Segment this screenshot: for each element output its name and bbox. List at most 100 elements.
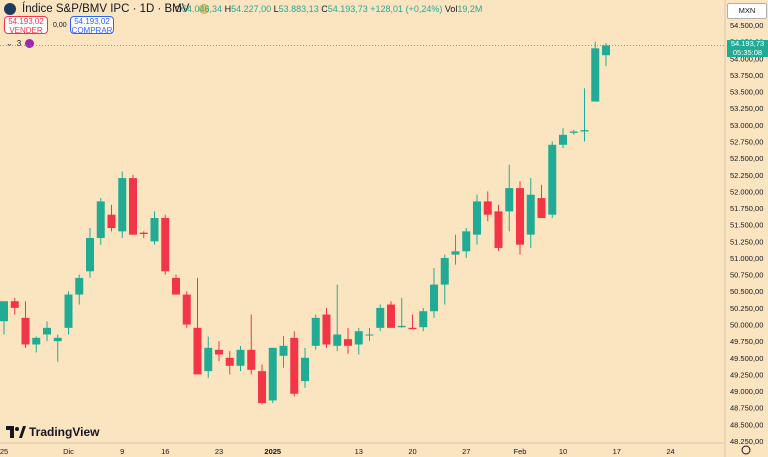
candle-body (75, 277, 84, 295)
candle (494, 204, 503, 252)
candle (505, 164, 514, 232)
candle-body (602, 45, 610, 56)
candle (290, 331, 299, 397)
candle-body (311, 317, 320, 346)
settings-icon[interactable] (741, 445, 751, 455)
indicators-toggle[interactable]: ⌄ 3 (6, 39, 35, 48)
candle (96, 198, 105, 245)
y-tick-label: 51.750,00 (730, 204, 763, 213)
candle-body (505, 188, 514, 212)
candle (451, 234, 460, 265)
market-status-icon[interactable] (199, 4, 210, 14)
candle (86, 228, 94, 278)
candle-body (451, 251, 460, 255)
candle-body (43, 327, 51, 335)
candle (161, 214, 170, 275)
candle-body (64, 294, 73, 328)
y-tick-label: 52.250,00 (730, 171, 763, 180)
x-tick-label: 16 (161, 447, 169, 456)
y-tick-label: 53.000,00 (730, 121, 763, 130)
candle-body (537, 198, 546, 219)
y-tick-label: 53.750,00 (730, 71, 763, 80)
sell-button[interactable]: 54.193,02 VENDER (4, 16, 48, 34)
candle (107, 204, 116, 232)
y-tick-label: 48.750,00 (730, 404, 763, 413)
y-tick-label: 53.250,00 (730, 104, 763, 113)
candle (247, 314, 256, 375)
y-tick-label: 49.250,00 (730, 370, 763, 379)
candle (548, 141, 557, 219)
candle (569, 130, 578, 135)
candle-body (258, 371, 266, 404)
candle (430, 267, 438, 318)
y-tick-label: 51.250,00 (730, 237, 763, 246)
candle (376, 304, 385, 332)
candle-body (408, 327, 417, 330)
candle (462, 228, 471, 258)
x-tick-label: Dic (63, 447, 74, 456)
candle (64, 291, 73, 335)
buy-button[interactable]: 54.193,02 COMPRAR (70, 16, 114, 34)
symbol-title[interactable]: Índice S&P/BMV IPC · 1D · BMV (22, 3, 190, 15)
y-tick-label: 50.000,00 (730, 321, 763, 330)
y-tick-label: 49.500,00 (730, 354, 763, 363)
x-tick-label: 20 (408, 447, 416, 456)
y-tick-label: 53.500,00 (730, 88, 763, 97)
candle-body (0, 301, 8, 322)
tradingview-logo[interactable]: TradingView (6, 425, 99, 439)
sell-label: VENDER (9, 25, 43, 35)
candle-body (473, 201, 481, 235)
candle (602, 43, 610, 67)
y-tick-label: 52.500,00 (730, 154, 763, 163)
candle-body (322, 314, 331, 345)
candle (354, 327, 363, 355)
candle (516, 181, 524, 255)
candle (150, 211, 159, 245)
candle (10, 297, 19, 315)
candle (75, 274, 84, 305)
y-tick-label: 50.750,00 (730, 271, 763, 280)
chart-header: Índice S&P/BMV IPC · 1D · BMV (4, 3, 210, 15)
candle-body (139, 232, 148, 234)
candle (591, 41, 600, 102)
candle-body (172, 277, 180, 295)
indicator-count: 3 (16, 39, 22, 48)
low-value: 53.883,13 (278, 4, 319, 14)
candle (32, 336, 41, 353)
candle-body (569, 131, 578, 133)
candle-body (247, 349, 256, 370)
candle (279, 335, 288, 368)
candle-body (182, 294, 191, 325)
last-price-value: 54.193,73 (730, 39, 765, 48)
y-tick-label: 51.500,00 (730, 221, 763, 230)
candle-body (365, 334, 374, 336)
x-tick-label: 27 (462, 447, 470, 456)
y-tick-label: 48.500,00 (730, 420, 763, 429)
candle-body (193, 327, 202, 375)
candle (21, 301, 30, 348)
y-tick-label: 52.000,00 (730, 187, 763, 196)
tradingview-icon (6, 426, 26, 438)
candle-body (301, 357, 309, 382)
candle-body (86, 237, 94, 272)
candle (139, 231, 148, 238)
candle-body (354, 331, 363, 345)
candle (182, 291, 191, 328)
candle-body (215, 349, 223, 355)
currency-selector[interactable]: MXN (727, 3, 767, 19)
candle (172, 274, 180, 295)
candle (526, 178, 535, 248)
open-value: 54.046,34 (182, 4, 223, 14)
x-tick-label: 9 (120, 447, 124, 456)
high-value: 54.227,00 (231, 4, 272, 14)
buy-label: COMPRAR (71, 25, 113, 35)
volume-value: 19,2M (457, 4, 483, 14)
candle-body (10, 301, 19, 308)
candle-body (129, 178, 137, 235)
last-price-tag: 54.193,73 05:35:08 (727, 39, 768, 57)
x-tick-label: 10 (559, 447, 567, 456)
y-tick-label: 52.750,00 (730, 137, 763, 146)
candle (268, 347, 277, 404)
candle-body (591, 48, 600, 102)
